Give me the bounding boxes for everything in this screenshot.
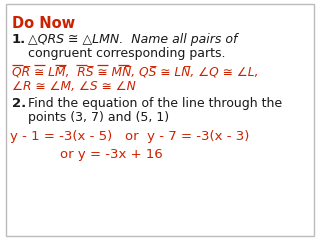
Text: congruent corresponding parts.: congruent corresponding parts. — [28, 47, 226, 60]
Text: QR̅ ≅ LM̅,  RS̅ ≅ MN̅, QS̅ ≅ LN̅, ∠Q ≅ ∠L,: QR̅ ≅ LM̅, RS̅ ≅ MN̅, QS̅ ≅ LN̅, ∠Q ≅ ∠L… — [12, 66, 259, 79]
Text: 1.: 1. — [12, 33, 26, 46]
Text: ∠R ≅ ∠M, ∠S ≅ ∠N: ∠R ≅ ∠M, ∠S ≅ ∠N — [12, 80, 136, 93]
Text: points (3, 7) and (5, 1): points (3, 7) and (5, 1) — [28, 111, 169, 124]
Text: or y = -3x + 16: or y = -3x + 16 — [60, 148, 163, 161]
FancyBboxPatch shape — [6, 4, 314, 236]
Text: Find the equation of the line through the: Find the equation of the line through th… — [28, 97, 282, 110]
Text: △QRS ≅ △LMN.  Name all pairs of: △QRS ≅ △LMN. Name all pairs of — [28, 33, 237, 46]
Text: y - 1 = -3(x - 5)   or  y - 7 = -3(x - 3): y - 1 = -3(x - 5) or y - 7 = -3(x - 3) — [10, 130, 249, 143]
Text: 2.: 2. — [12, 97, 26, 110]
Text: Do Now: Do Now — [12, 16, 75, 31]
